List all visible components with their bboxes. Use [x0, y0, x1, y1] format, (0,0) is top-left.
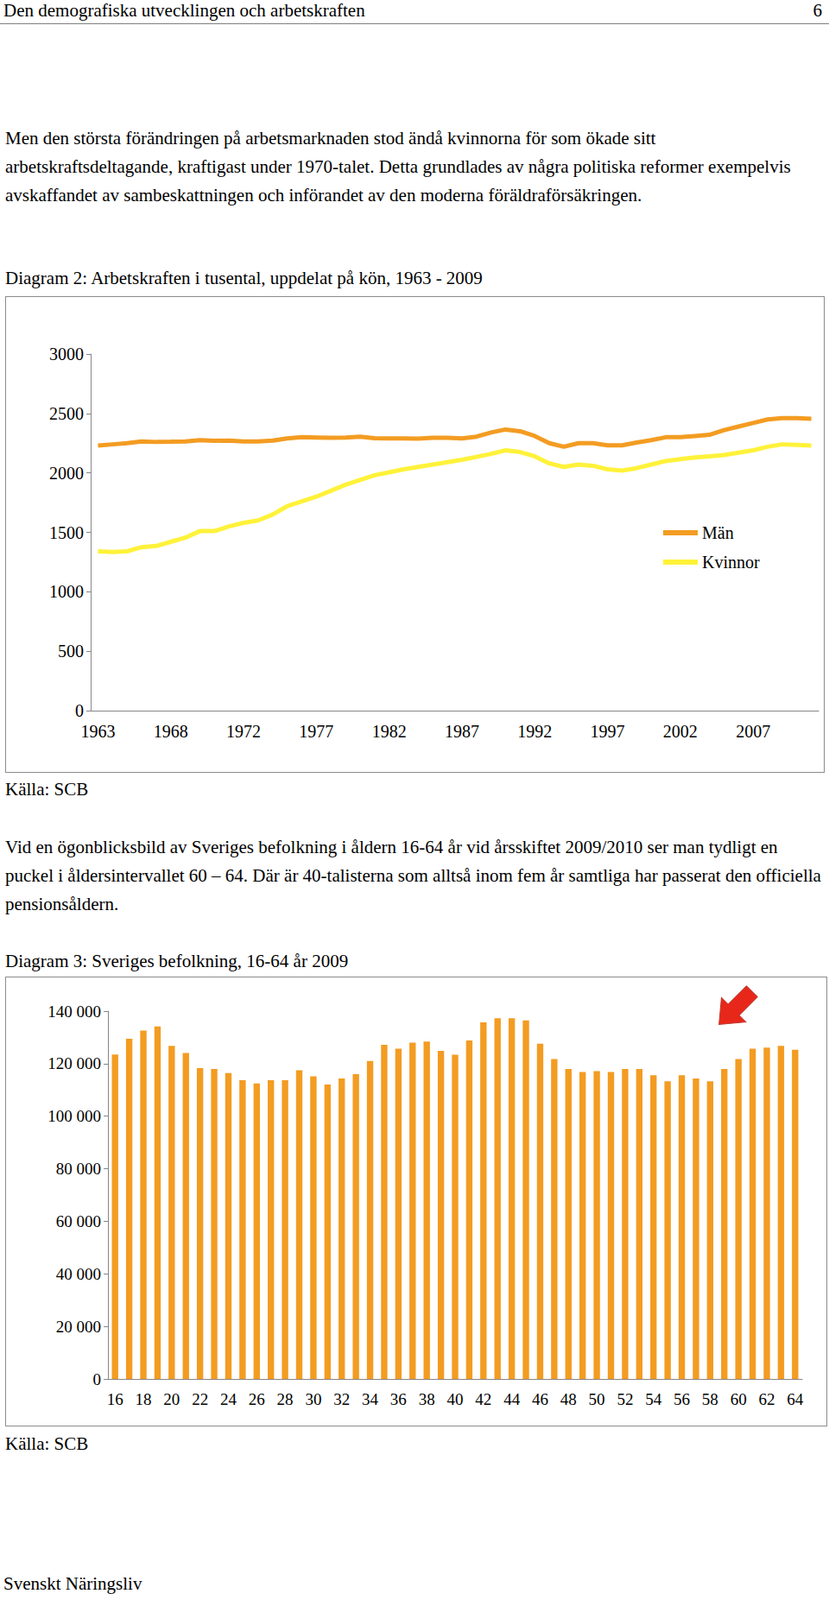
svg-text:1997: 1997	[590, 721, 626, 741]
svg-text:1987: 1987	[444, 721, 480, 741]
svg-text:1968: 1968	[153, 721, 189, 741]
svg-text:80 000: 80 000	[56, 1159, 102, 1178]
svg-text:44: 44	[503, 1390, 521, 1409]
svg-text:52: 52	[616, 1390, 633, 1409]
svg-text:1000: 1000	[49, 582, 84, 602]
html-text:Vid en ögonblicksbild av Sveri: Vid en ögonblicksbild av Sveriges befolk…	[5, 836, 822, 915]
svg-text:1963: 1963	[80, 721, 115, 741]
svg-text:50: 50	[588, 1390, 606, 1409]
svg-text:60 000: 60 000	[56, 1212, 102, 1231]
svg-text:2000: 2000	[49, 463, 84, 483]
html-text:Men den största förändringen p: Men den största förändringen på arbetsma…	[5, 127, 791, 206]
svg-text:1992: 1992	[517, 721, 552, 741]
svg-text:22: 22	[191, 1390, 209, 1409]
html-text:6: 6	[813, 0, 823, 21]
html-text:Diagram 3: Sveriges befolkning: Diagram 3: Sveriges befolkning, 16-64 år…	[5, 950, 349, 972]
svg-text:18: 18	[135, 1390, 152, 1409]
svg-text:30: 30	[304, 1390, 322, 1409]
svg-text:2007: 2007	[735, 721, 771, 741]
html-text:Källa: SCB: Källa: SCB	[5, 1433, 89, 1455]
svg-text:Kvinnor: Kvinnor	[702, 552, 760, 572]
svg-text:0: 0	[75, 701, 84, 721]
svg-text:36: 36	[390, 1390, 407, 1409]
svg-text:40: 40	[447, 1390, 464, 1409]
svg-text:1972: 1972	[226, 721, 261, 741]
svg-text:42: 42	[474, 1390, 492, 1409]
svg-text:64: 64	[786, 1390, 804, 1409]
svg-text:28: 28	[277, 1390, 294, 1409]
svg-text:20: 20	[163, 1390, 180, 1409]
svg-text:2500: 2500	[49, 404, 84, 424]
svg-text:26: 26	[248, 1390, 266, 1409]
svg-text:60: 60	[730, 1390, 747, 1409]
svg-text:1977: 1977	[298, 721, 334, 741]
svg-text:48: 48	[560, 1390, 577, 1409]
svg-text:140 000: 140 000	[47, 1002, 102, 1021]
html-text:Diagram 2: Arbetskraften i tus: Diagram 2: Arbetskraften i tusental, upp…	[5, 267, 483, 289]
svg-text:32: 32	[333, 1390, 350, 1409]
svg-text:54: 54	[645, 1390, 663, 1409]
svg-text:1982: 1982	[372, 721, 407, 741]
svg-text:0: 0	[93, 1370, 102, 1389]
svg-text:40 000: 40 000	[56, 1265, 102, 1284]
svg-text:3000: 3000	[49, 344, 84, 364]
svg-text:Män: Män	[702, 523, 735, 543]
svg-text:20 000: 20 000	[56, 1317, 102, 1336]
svg-text:34: 34	[361, 1390, 380, 1409]
svg-text:38: 38	[418, 1390, 436, 1409]
svg-text:120 000: 120 000	[47, 1054, 102, 1073]
svg-text:500: 500	[57, 641, 84, 661]
svg-text:100 000: 100 000	[47, 1107, 102, 1126]
html-text:Källa: SCB: Källa: SCB	[5, 778, 89, 800]
svg-text:58: 58	[702, 1390, 719, 1409]
svg-text:56: 56	[673, 1390, 690, 1409]
svg-text:24: 24	[220, 1390, 238, 1409]
svg-text:16: 16	[107, 1390, 124, 1409]
html-text:Den demografiska utvecklingen: Den demografiska utvecklingen och arbets…	[3, 0, 366, 21]
svg-text:46: 46	[531, 1390, 549, 1409]
svg-text:1500: 1500	[49, 523, 84, 543]
html-text:Svenskt Näringsliv: Svenskt Näringsliv	[3, 1573, 142, 1595]
svg-text:62: 62	[758, 1390, 775, 1409]
svg-text:2002: 2002	[663, 721, 698, 741]
